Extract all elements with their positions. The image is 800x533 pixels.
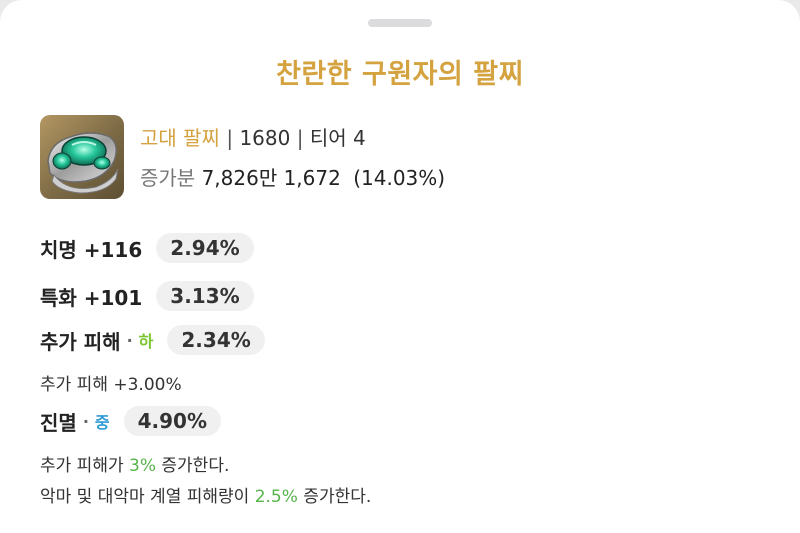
separator: | — [296, 126, 304, 150]
dot-separator: · — [82, 411, 89, 431]
effect-name: 진멸 — [40, 410, 77, 435]
item-level: 1680 — [239, 126, 291, 150]
effect-name: 추가 피해 — [40, 329, 121, 354]
description-text: 증가한다. — [156, 456, 230, 476]
dot-separator: · — [126, 330, 133, 350]
description-value: 3% — [129, 456, 156, 476]
stat-percent-badge: 2.94% — [156, 233, 254, 263]
description-line-2: 악마 및 대악마 계열 피해량이 2.5% 증가한다. — [40, 482, 371, 507]
item-meta: 고대 팔찌 | 1680 | 티어 4 — [140, 122, 366, 151]
effect-percent-badge: 2.34% — [167, 325, 265, 355]
description-value: 2.5% — [254, 487, 298, 507]
stat-crit: 치명 +116 2.94% — [40, 232, 254, 264]
effect-detail: 추가 피해 +3.00% — [40, 375, 182, 395]
item-title: 찬란한 구원자의 팔찌 — [276, 59, 524, 90]
description-line-1: 추가 피해가 3% 증가한다. — [40, 451, 229, 476]
bracelet-icon — [40, 115, 124, 199]
item-tier: 티어 4 — [309, 126, 366, 150]
separator: | — [226, 126, 234, 150]
effect-percent-badge: 4.90% — [123, 406, 222, 436]
stat-name: 특화 +101 — [40, 285, 143, 310]
effect-annihilation: 진멸 · 중 4.90% — [40, 405, 222, 437]
effect-additional-damage: 추가 피해 · 하 2.34% — [40, 324, 265, 356]
gain-label: 증가분 — [140, 166, 196, 190]
gain-value: 7,826만 1,672 — [201, 166, 341, 190]
description-text: 악마 및 대악마 계열 피해량이 — [40, 487, 255, 507]
gain-percent: (14.03%) — [353, 166, 446, 190]
effect-grade: 하 — [138, 332, 154, 351]
stat-specialization: 특화 +101 3.13% — [40, 280, 254, 312]
drag-handle[interactable] — [368, 19, 432, 27]
item-grade: 고대 팔찌 — [140, 126, 220, 150]
description-text: 추가 피해가 — [40, 456, 130, 476]
stat-percent-badge: 3.13% — [156, 281, 254, 311]
stat-name: 치명 +116 — [40, 237, 143, 262]
effect-grade: 중 — [94, 413, 110, 432]
description-text: 증가한다. — [297, 487, 372, 507]
gain-row: 증가분 7,826만 1,672 (14.03%) — [140, 162, 445, 191]
